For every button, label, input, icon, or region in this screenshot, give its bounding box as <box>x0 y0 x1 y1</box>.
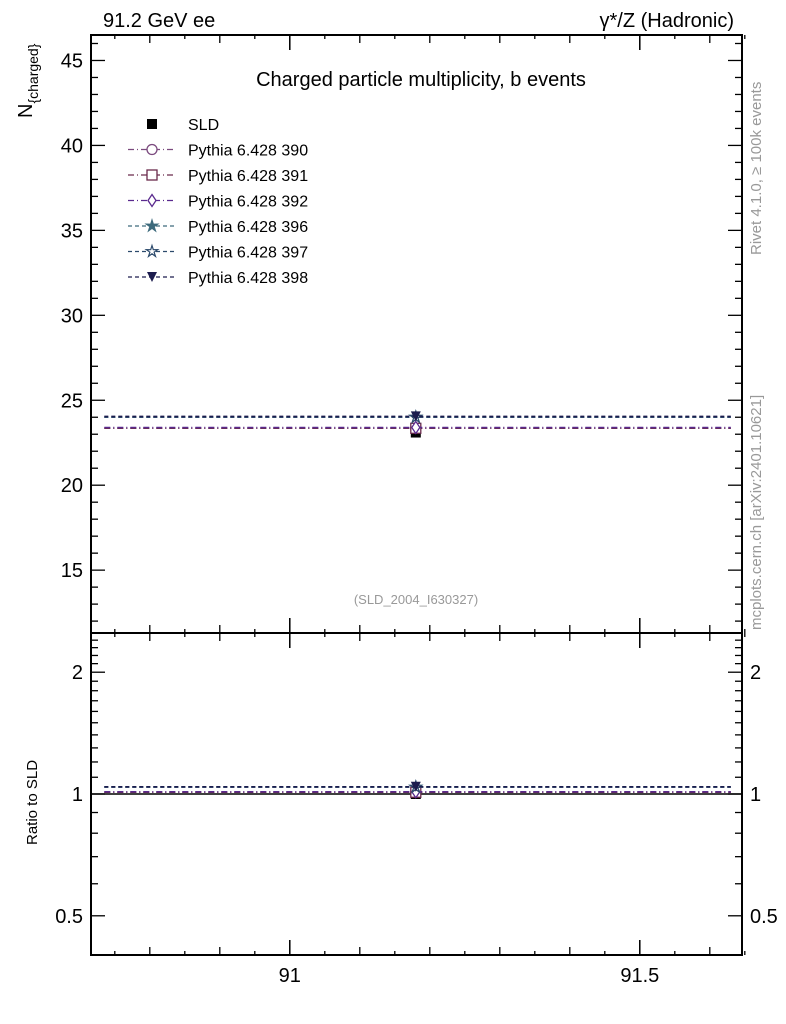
x-tick-label: 91.5 <box>620 965 659 987</box>
legend-marker <box>147 193 157 208</box>
y-tick-label: 35 <box>61 220 83 242</box>
y-tick-label: 20 <box>61 475 83 497</box>
legend-entry: Pythia 6.428 397 <box>188 245 308 262</box>
ratio-tick-label-right: 1 <box>750 784 761 806</box>
y-axis-label: N <box>15 104 37 118</box>
data-point-3 <box>411 420 421 435</box>
legend-entry: Pythia 6.428 396 <box>188 219 308 236</box>
legend-entry: Pythia 6.428 391 <box>188 168 308 185</box>
x-tick-label: 91 <box>279 965 301 987</box>
side-label-mcplots: mcplots.cern.ch [arXiv:2401.10621] <box>748 395 765 630</box>
ratio-y-axis-label: Ratio to SLD <box>24 760 41 845</box>
chart-title: Charged particle multiplicity, b events <box>256 69 586 91</box>
data-point-6 <box>410 411 421 422</box>
ratio-tick-label: 1 <box>72 784 83 806</box>
y-axis-label-sub: {charged} <box>25 43 41 103</box>
legend-marker <box>146 143 158 156</box>
legend-marker <box>147 272 157 282</box>
top-left-label: 91.2 GeV ee <box>103 10 215 32</box>
side-label-rivet: Rivet 4.1.0, ≥ 100k events <box>748 82 765 255</box>
legend-marker <box>147 119 157 129</box>
ratio-tick-label-right: 0.5 <box>750 906 778 928</box>
svg-text:N{charged}: N{charged} <box>15 43 41 118</box>
y-tick-label: 15 <box>61 560 83 582</box>
y-tick-label: 30 <box>61 305 83 327</box>
y-tick-label: 45 <box>61 50 83 72</box>
legend-marker <box>146 169 158 181</box>
legend-entry: SLD <box>188 117 219 134</box>
legend-entry: Pythia 6.428 398 <box>188 270 308 287</box>
legend-marker <box>144 217 160 233</box>
legend-entry: Pythia 6.428 390 <box>188 143 308 160</box>
ratio-point-6 <box>410 781 421 792</box>
ratio-tick-label: 0.5 <box>55 906 83 928</box>
legend-marker <box>144 243 160 259</box>
analysis-label: (SLD_2004_I630327) <box>354 592 478 607</box>
legend-entry: Pythia 6.428 392 <box>188 194 308 211</box>
ratio-tick-label: 2 <box>72 662 83 684</box>
top-right-label: γ*/Z (Hadronic) <box>600 10 734 32</box>
y-tick-label: 40 <box>61 135 83 157</box>
y-tick-label: 25 <box>61 390 83 412</box>
ratio-tick-label-right: 2 <box>750 662 761 684</box>
